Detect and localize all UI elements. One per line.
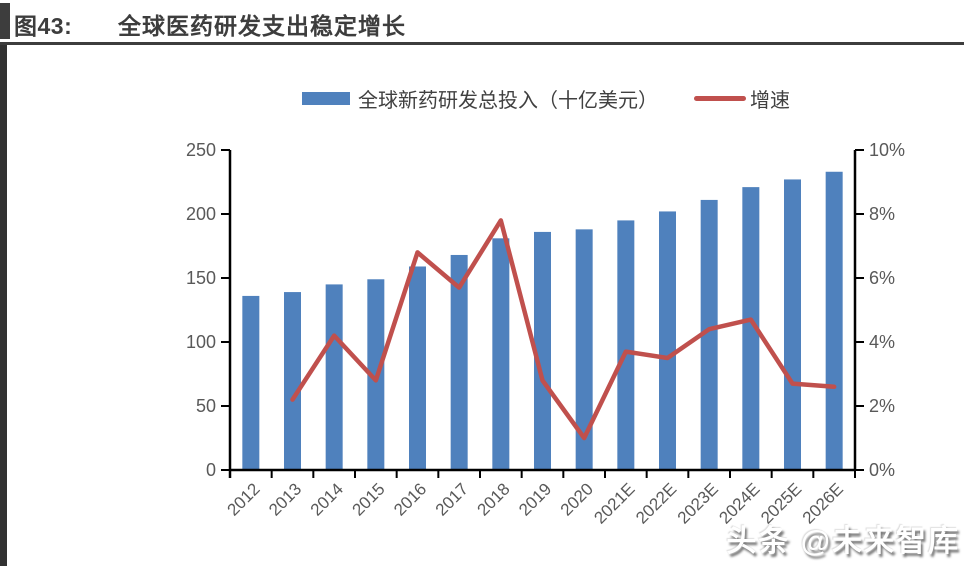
x-axis-label: 2022E	[632, 479, 680, 527]
x-axis-label: 2018	[473, 479, 513, 519]
bar-2018	[492, 238, 510, 470]
x-axis-label: 2013	[265, 479, 305, 519]
legend-line-label: 增速	[750, 90, 790, 112]
bar-2014	[325, 284, 343, 470]
x-axis-label: 2021E	[590, 479, 638, 527]
title-marker	[0, 3, 10, 39]
bar-series-swatch	[302, 92, 350, 105]
right-axis-tick-label: 10%	[869, 140, 905, 160]
watermark: 头条 @未来智库	[726, 525, 960, 558]
right-axis-tick-label: 8%	[869, 204, 895, 224]
right-axis-tick-label: 0%	[869, 460, 895, 480]
left-axis-tick-label: 150	[186, 268, 216, 288]
x-axis-label: 2017	[432, 479, 472, 519]
left-axis-tick-label: 250	[186, 140, 216, 160]
chart-legend: 全球新药研发总投入（十亿美元） 增速	[64, 84, 964, 113]
bar-2017	[450, 254, 468, 470]
bar-2024E	[742, 187, 760, 470]
left-axis-tick-label: 0	[206, 460, 216, 480]
x-axis-label: 2023E	[674, 479, 722, 527]
legend-item-line: 增速	[694, 84, 790, 113]
bar-2020	[575, 229, 593, 470]
legend-bar-label: 全球新药研发总投入（十亿美元）	[358, 90, 658, 112]
left-edge-bar	[0, 45, 7, 566]
right-axis-tick-label: 2%	[869, 396, 895, 416]
line-series-swatch	[694, 96, 746, 101]
growth-line	[290, 218, 837, 441]
left-axis-tick-label: 200	[186, 204, 216, 224]
figure-title: 全球医药研发支出稳定增长	[118, 13, 406, 39]
bar-2026E	[825, 171, 843, 470]
x-axis-label: 2014	[307, 479, 347, 519]
bar-2022E	[659, 211, 676, 470]
left-axis-tick-label: 50	[196, 396, 216, 416]
bar-2016	[409, 266, 426, 470]
bar-2023E	[700, 199, 718, 471]
figure-label: 图43:	[14, 13, 73, 39]
x-axis-label: 2016	[390, 479, 430, 519]
right-axis-tick-label: 6%	[869, 268, 895, 288]
bar-2019	[534, 231, 551, 470]
bar-2013	[284, 292, 301, 470]
x-axis-label: 2019	[515, 479, 555, 519]
title-rule	[0, 42, 964, 45]
x-axis-label: 2012	[223, 479, 263, 519]
bar-2025E	[784, 179, 801, 470]
left-axis-tick-label: 100	[186, 332, 216, 352]
right-axis-tick-label: 4%	[869, 332, 895, 352]
bar-2021E	[617, 220, 635, 470]
x-axis-label: 2015	[348, 479, 388, 519]
legend-item-bars: 全球新药研发总投入（十亿美元）	[302, 84, 658, 113]
bar-2012	[242, 295, 260, 470]
